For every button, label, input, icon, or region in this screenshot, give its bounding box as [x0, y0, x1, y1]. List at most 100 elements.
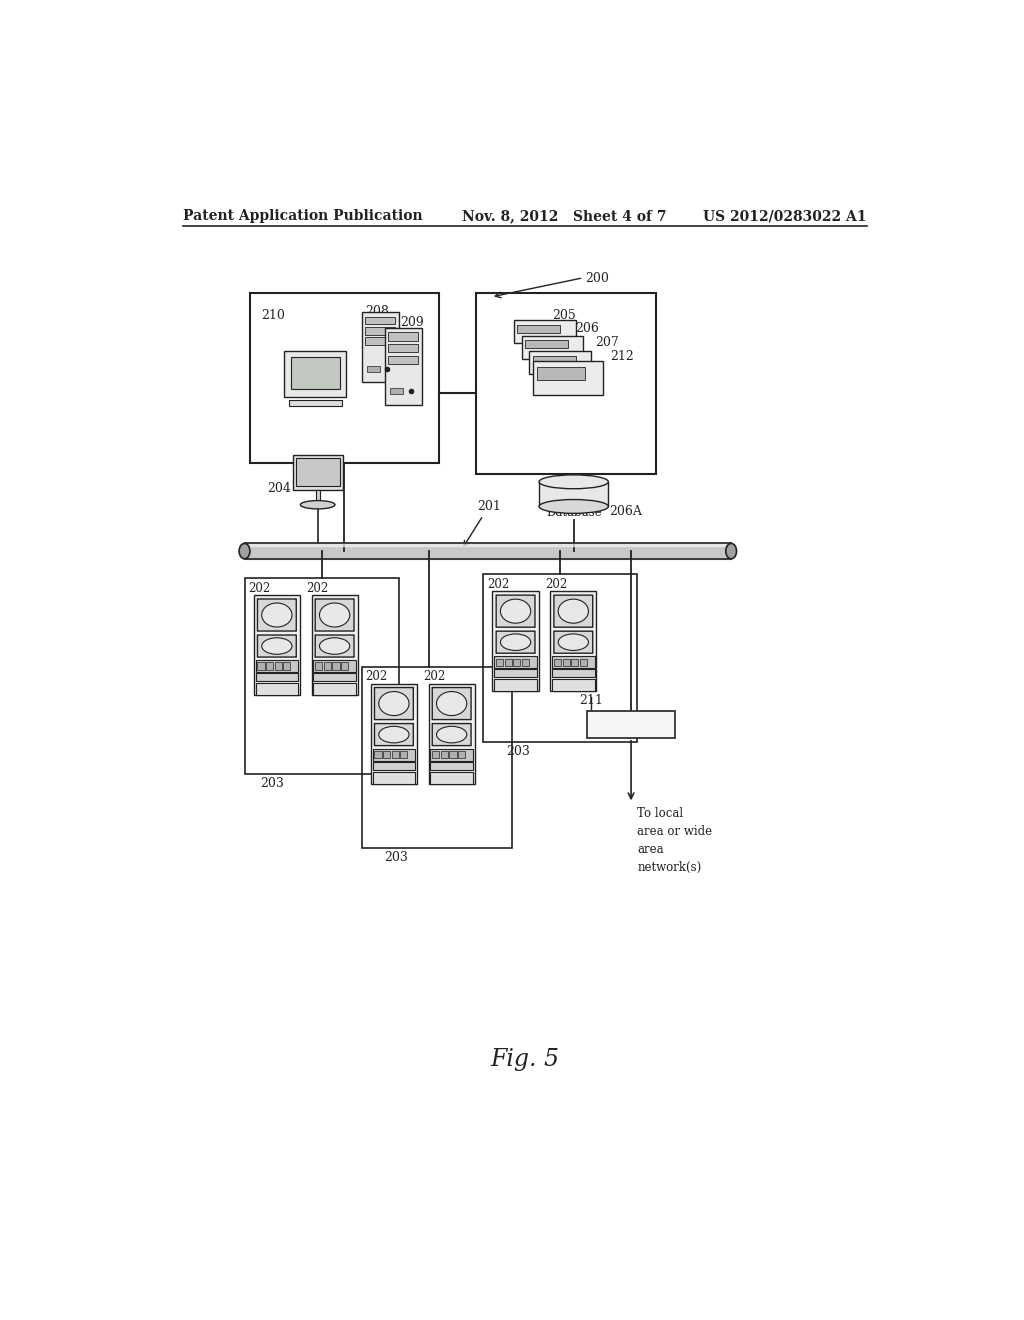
Bar	[430, 748, 473, 760]
Bar	[514, 321, 575, 343]
Bar	[373, 772, 415, 784]
Ellipse shape	[436, 692, 467, 715]
Ellipse shape	[539, 475, 608, 488]
Text: 208: 208	[366, 305, 389, 318]
Bar	[392, 751, 398, 758]
Bar	[390, 388, 403, 395]
Bar	[315, 490, 319, 504]
Text: 210: 210	[261, 309, 286, 322]
Text: US 2012/0283022 A1: US 2012/0283022 A1	[703, 209, 866, 223]
Bar	[400, 751, 408, 758]
Text: 202: 202	[366, 671, 388, 684]
FancyBboxPatch shape	[432, 688, 471, 719]
Bar	[333, 663, 340, 669]
Ellipse shape	[300, 500, 335, 510]
Bar	[475, 293, 656, 474]
Text: 203: 203	[385, 850, 409, 863]
Bar	[450, 751, 457, 758]
Bar	[550, 591, 596, 692]
Text: 202: 202	[545, 578, 567, 591]
Bar	[311, 595, 357, 696]
Bar	[366, 338, 395, 345]
Bar	[257, 663, 264, 669]
Ellipse shape	[501, 599, 530, 623]
Bar	[571, 659, 579, 665]
Bar	[371, 684, 417, 784]
Bar	[505, 659, 512, 665]
Bar	[266, 663, 273, 669]
Bar	[385, 327, 422, 405]
Bar	[483, 574, 637, 742]
Bar	[245, 578, 398, 775]
Bar	[429, 684, 475, 784]
Ellipse shape	[262, 603, 292, 627]
Bar	[361, 667, 512, 847]
Text: 200: 200	[585, 272, 608, 285]
Text: 212: 212	[610, 350, 634, 363]
Text: Fig. 5: Fig. 5	[490, 1048, 559, 1071]
Ellipse shape	[379, 692, 409, 715]
Bar	[256, 673, 298, 681]
Text: Database: Database	[546, 507, 601, 520]
Bar	[587, 711, 676, 738]
Ellipse shape	[262, 638, 292, 655]
Ellipse shape	[240, 544, 250, 558]
Text: 202: 202	[306, 582, 329, 595]
Text: 203: 203	[260, 777, 284, 791]
Ellipse shape	[501, 634, 530, 651]
Bar	[554, 659, 561, 665]
Bar	[432, 751, 439, 758]
Text: 211: 211	[580, 694, 603, 708]
Bar	[388, 345, 418, 352]
Bar	[552, 669, 595, 677]
Bar	[580, 659, 587, 665]
Bar	[388, 355, 418, 364]
FancyBboxPatch shape	[554, 631, 593, 653]
Ellipse shape	[379, 726, 409, 743]
Bar	[552, 656, 595, 668]
Bar	[324, 663, 331, 669]
Ellipse shape	[558, 634, 589, 651]
FancyBboxPatch shape	[497, 631, 535, 653]
Text: Nov. 8, 2012   Sheet 4 of 7: Nov. 8, 2012 Sheet 4 of 7	[462, 209, 667, 223]
Text: 202: 202	[249, 582, 270, 595]
Bar	[284, 663, 291, 669]
Bar	[373, 762, 415, 770]
Ellipse shape	[726, 544, 736, 558]
Text: 206: 206	[575, 322, 599, 335]
FancyBboxPatch shape	[375, 688, 414, 719]
FancyBboxPatch shape	[554, 595, 593, 627]
Text: To local
area or wide
area
network(s): To local area or wide area network(s)	[637, 807, 713, 874]
Bar	[383, 751, 390, 758]
Bar	[513, 659, 520, 665]
Bar	[315, 663, 323, 669]
Text: 203: 203	[506, 744, 530, 758]
FancyBboxPatch shape	[497, 595, 535, 627]
Bar	[250, 293, 438, 462]
Bar	[274, 663, 282, 669]
Bar	[532, 355, 575, 363]
Bar	[493, 591, 539, 692]
Bar	[517, 325, 560, 333]
Bar	[285, 351, 346, 397]
Bar	[495, 669, 537, 677]
Bar	[291, 356, 340, 389]
Bar	[430, 772, 473, 784]
Bar	[366, 327, 395, 334]
Bar	[522, 659, 529, 665]
Bar	[430, 762, 473, 770]
FancyBboxPatch shape	[257, 635, 296, 657]
Ellipse shape	[436, 726, 467, 743]
FancyBboxPatch shape	[257, 599, 296, 631]
Text: 209: 209	[400, 317, 424, 329]
Bar	[521, 335, 584, 359]
Bar	[366, 317, 395, 325]
Bar	[537, 367, 586, 380]
FancyBboxPatch shape	[315, 599, 354, 631]
Text: 204: 204	[267, 482, 292, 495]
Text: 207: 207	[595, 337, 618, 350]
Ellipse shape	[558, 599, 589, 623]
Bar	[539, 482, 608, 507]
Bar	[313, 660, 356, 672]
Text: 205: 205	[553, 309, 577, 322]
